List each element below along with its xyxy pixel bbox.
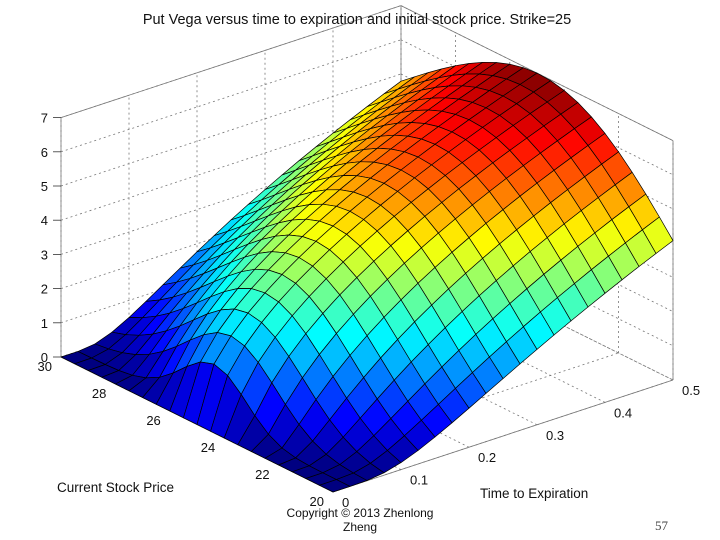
y-axis-label: Current Stock Price xyxy=(57,480,174,495)
stock-tick-label: 20 xyxy=(310,494,324,509)
time-tick-label: 0 xyxy=(342,495,349,510)
z-tick-label: 0 xyxy=(41,350,48,365)
time-tick-label: 0.1 xyxy=(410,473,428,488)
surface-mesh xyxy=(60,61,674,493)
box-edge xyxy=(60,5,402,118)
x-axis-label: Time to Expiration xyxy=(480,486,588,501)
chart-title: Put Vega versus time to expiration and i… xyxy=(143,12,571,28)
z-tick-label: 3 xyxy=(41,247,48,262)
copyright-footer: Copyright © 2013 Zhenlong Zheng xyxy=(270,506,450,534)
z-tick-label: 1 xyxy=(41,316,48,331)
copyright-line-2: Zheng xyxy=(342,520,378,534)
z-tick-label: 4 xyxy=(41,213,48,228)
z-tick-label: 6 xyxy=(41,145,48,160)
stock-tick-label: 26 xyxy=(146,413,160,428)
z-tick-label: 7 xyxy=(41,111,48,126)
surface-facet xyxy=(319,479,351,493)
time-tick-label: 0.2 xyxy=(478,450,496,465)
time-tick-label: 0.5 xyxy=(682,383,700,398)
time-tick-label: 0.4 xyxy=(614,405,632,420)
stock-tick-label: 28 xyxy=(92,386,106,401)
z-tick-label: 5 xyxy=(41,179,48,194)
stock-tick-label: 22 xyxy=(255,467,269,482)
stock-tick-label: 24 xyxy=(201,440,215,455)
copyright-line-1: Copyright © 2013 Zhenlong xyxy=(286,506,434,520)
z-tick-label: 2 xyxy=(41,282,48,297)
slide-number: 57 xyxy=(655,518,668,533)
time-tick-label: 0.3 xyxy=(546,428,564,443)
time-axis-line xyxy=(332,379,674,493)
stock-tick-label: 30 xyxy=(38,359,52,374)
